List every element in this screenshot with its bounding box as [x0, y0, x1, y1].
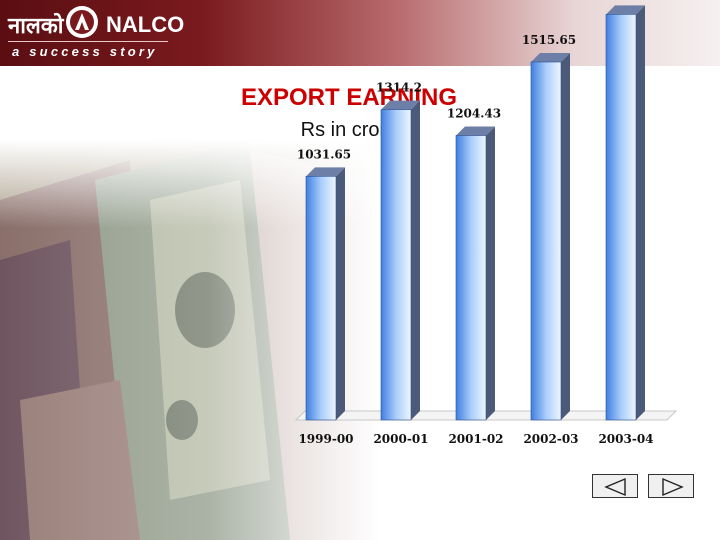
category-label: 2000-01 [373, 432, 428, 446]
category-label: 1999-00 [298, 432, 353, 446]
value-label: 1031.65 [297, 147, 351, 161]
category-label: 2002-03 [523, 432, 578, 446]
nalco-emblem-icon [66, 6, 98, 38]
bar-top [456, 126, 495, 136]
value-label: 1515.65 [522, 33, 576, 47]
bar-top [306, 167, 345, 177]
bar-front [455, 135, 487, 421]
bar-2001-02 [455, 126, 495, 421]
bar-top [381, 100, 420, 110]
bar-top [531, 53, 570, 63]
bar-side [411, 100, 420, 420]
bar-side [486, 126, 495, 420]
bar-front [530, 61, 562, 421]
category-label: 2003-04 [598, 432, 653, 446]
chart-title: EXPORT EARNING [240, 84, 458, 111]
value-label: 1204.43 [447, 107, 501, 121]
triangle-left-icon [604, 477, 626, 497]
header-banner: नालको NALCO a success story [0, 0, 720, 66]
bar-side [636, 5, 645, 420]
bar-front [605, 14, 637, 421]
bar-side [336, 167, 345, 420]
bar-2002-03 [530, 53, 570, 421]
bar-1999-00 [305, 167, 345, 421]
bar-front [305, 176, 337, 421]
tagline-divider [8, 41, 168, 42]
logo-name-text: NALCO [106, 12, 185, 37]
bar-top [606, 5, 645, 15]
bar-2000-01 [380, 100, 420, 421]
bar-side [561, 53, 570, 420]
logo-hindi-text: नालको [8, 14, 64, 39]
triangle-right-icon [662, 477, 684, 497]
value-label: 1314.2 [376, 81, 422, 95]
next-slide-button[interactable] [648, 474, 694, 498]
bar-2003-04 [605, 5, 645, 421]
tagline-text: a success story [12, 44, 158, 59]
category-label: 2001-02 [448, 432, 503, 446]
bar-front [380, 109, 412, 421]
previous-slide-button[interactable] [592, 474, 638, 498]
chart-subtitle: Rs in crore [300, 119, 398, 141]
